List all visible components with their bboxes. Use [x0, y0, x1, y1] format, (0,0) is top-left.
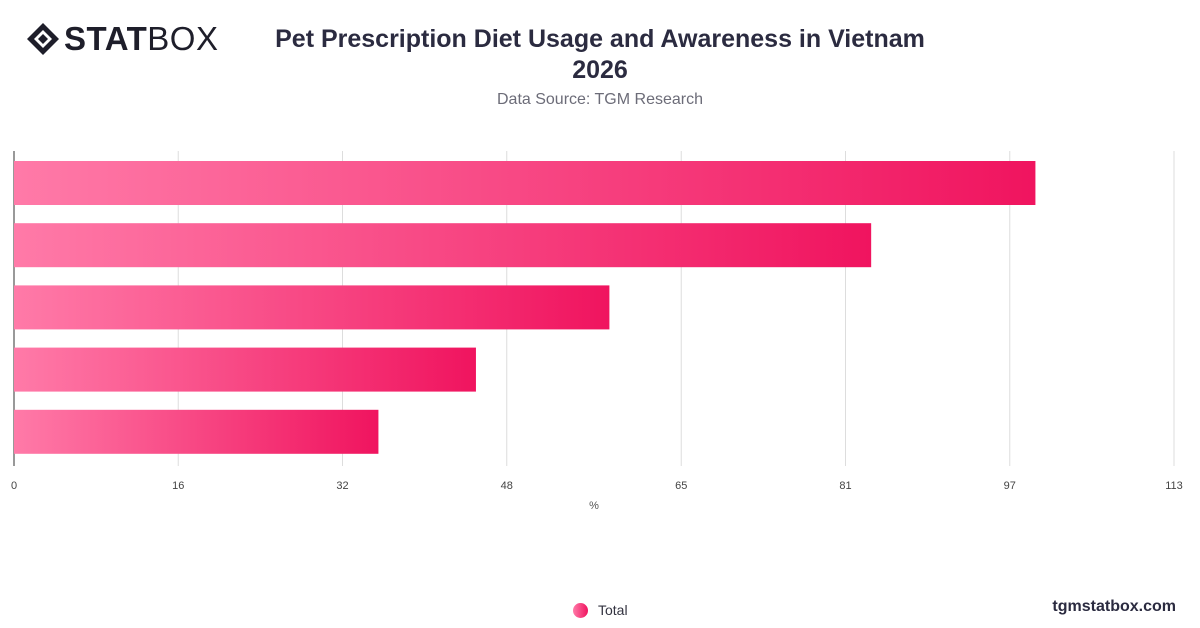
x-axis-label: %: [589, 500, 599, 512]
bar[interactable]: [14, 347, 476, 392]
logo-text-bold: STAT: [64, 20, 148, 57]
bar[interactable]: [14, 161, 1036, 205]
x-tick-label: 0: [11, 480, 17, 492]
legend-marker-icon: [573, 602, 588, 618]
legend[interactable]: Total: [573, 602, 628, 618]
x-tick-label: 65: [675, 480, 687, 492]
bar[interactable]: [14, 223, 872, 268]
bar[interactable]: [14, 285, 610, 330]
logo-text-thin: BOX: [147, 20, 219, 57]
legend-label: Total: [598, 602, 628, 618]
chart-subtitle: Data Source: TGM Research: [496, 91, 703, 108]
x-tick-label: 113: [1165, 480, 1183, 492]
chart-title-line2: 2026: [572, 56, 628, 84]
x-tick-labels: 0 16 32 48 65 81 97 113: [11, 480, 1183, 492]
diamond-logo-icon: [27, 23, 59, 55]
x-tick-label: 48: [501, 480, 513, 492]
bars: [14, 161, 1036, 454]
statbox-logo: STATBOX: [26, 22, 218, 56]
logo-text: STATBOX: [64, 22, 218, 56]
chart-title-line1: Pet Prescription Diet Usage and Awarenes…: [275, 25, 925, 53]
site-url: tgmstatbox.com: [1052, 598, 1176, 615]
x-tick-label: 16: [172, 480, 184, 492]
x-tick-label: 32: [336, 480, 348, 492]
chart-title: Pet Prescription Diet Usage and Awarenes…: [250, 24, 950, 86]
x-tick-label: 97: [1004, 480, 1016, 492]
bar[interactable]: [14, 409, 379, 454]
x-tick-label: 81: [839, 480, 851, 492]
